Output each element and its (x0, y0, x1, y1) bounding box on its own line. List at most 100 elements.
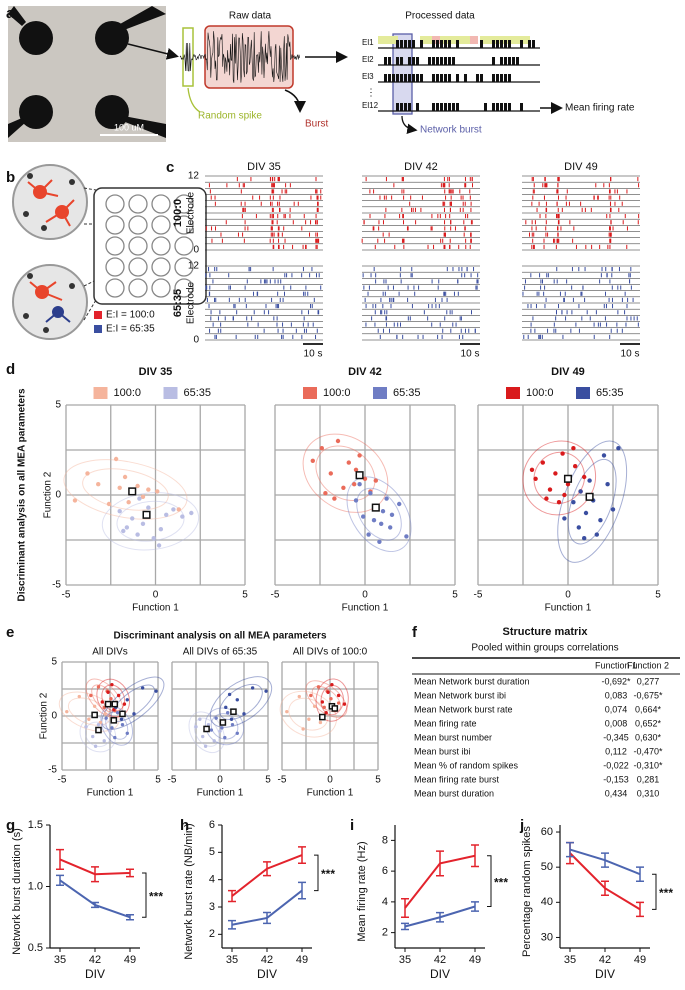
well (151, 194, 171, 214)
point (312, 704, 317, 708)
spike-block (436, 74, 439, 82)
point (164, 512, 169, 517)
spike-block (456, 74, 459, 82)
point (576, 525, 581, 530)
significance-bracket (487, 855, 492, 907)
point (124, 525, 130, 530)
point (342, 702, 347, 706)
spike-block (432, 57, 435, 65)
point (108, 729, 112, 733)
spike-block (500, 74, 503, 82)
electrode-label: El3 (362, 72, 374, 81)
confidence-ellipse (356, 487, 402, 541)
centroid (91, 711, 98, 719)
spike-block (436, 57, 439, 65)
point (220, 726, 224, 730)
well (151, 215, 171, 235)
error-bar (56, 848, 64, 871)
label: Mean firing rate (565, 103, 635, 114)
panel-label: j (519, 817, 524, 834)
point (176, 507, 181, 512)
y-tick-label: 5 (51, 657, 57, 668)
centroid (563, 474, 573, 483)
error-bar (436, 911, 444, 923)
x-tick-label: 0 (362, 590, 368, 601)
point (96, 482, 101, 487)
point (371, 518, 377, 523)
error-bar (56, 874, 64, 887)
point (250, 686, 255, 690)
point (357, 482, 362, 487)
chart-title: DIV 42 (348, 366, 382, 378)
well (105, 215, 125, 235)
condition-label: DIV 49 (564, 161, 598, 173)
highlight (378, 36, 398, 44)
spike-block (444, 40, 447, 48)
x-tick-label: -5 (58, 775, 67, 786)
point (104, 716, 108, 720)
spike-block (396, 40, 399, 48)
spike-block (408, 103, 411, 111)
point (122, 702, 127, 706)
spike-block (480, 40, 483, 48)
point (119, 717, 124, 721)
point (377, 539, 382, 544)
point (319, 446, 324, 451)
point (227, 692, 232, 697)
y-axis-label: Mean firing rate (Hz) (356, 841, 368, 941)
point (102, 739, 106, 743)
point (318, 720, 323, 725)
y-axis-label: Function 2 (39, 692, 50, 739)
well (105, 278, 125, 298)
spike-block (496, 103, 499, 111)
point (301, 727, 305, 731)
point (135, 532, 140, 537)
x-tick-label: 35 (226, 954, 238, 966)
x-tick-label: 0 (217, 775, 223, 786)
point (109, 697, 113, 701)
confidence-ellipse (101, 676, 165, 730)
electrode-label: El1 (362, 38, 374, 47)
confidence-ellipse (58, 691, 120, 732)
legend-label: 65:35 (393, 387, 421, 399)
table-cell: -0,345 (603, 732, 629, 742)
spike-block (504, 103, 507, 111)
point (598, 518, 603, 523)
x-axis-label: DIV (595, 967, 615, 981)
point (146, 487, 151, 492)
centroid (104, 700, 112, 708)
column-header: Function 2 (627, 660, 669, 670)
spike-block (508, 40, 511, 48)
point (307, 717, 311, 721)
well (128, 278, 148, 298)
y-tick-label: 4 (382, 896, 388, 908)
point (194, 725, 198, 729)
spike-block (448, 57, 451, 65)
table-cell: Mean Network burst rate (414, 704, 513, 714)
confidence-ellipse (315, 678, 349, 722)
spike-block (504, 40, 507, 48)
point (562, 516, 567, 521)
confidence-ellipse (82, 468, 169, 511)
point (113, 456, 119, 462)
spike-block (412, 40, 415, 48)
error-bar (298, 881, 306, 900)
spike-block (456, 103, 459, 111)
y-axis-label: Network burst duration (s) (11, 828, 23, 955)
x-tick-label: 49 (296, 954, 308, 966)
error-bar (263, 911, 271, 925)
spike-block (388, 57, 391, 65)
chart-title: DIV 49 (551, 366, 585, 378)
error-bar (126, 914, 134, 921)
point (285, 709, 289, 714)
point (151, 536, 156, 541)
spike-block (528, 40, 531, 48)
spike-block (440, 74, 443, 82)
chart-subtitle: All DIVs of 65:35 (183, 647, 258, 658)
x-tick-label: -5 (168, 775, 177, 786)
x-tick-label: -5 (474, 590, 483, 601)
point (155, 489, 160, 494)
spike-block (500, 103, 503, 111)
x-axis-label: DIV (430, 967, 450, 981)
arrow (401, 115, 418, 134)
